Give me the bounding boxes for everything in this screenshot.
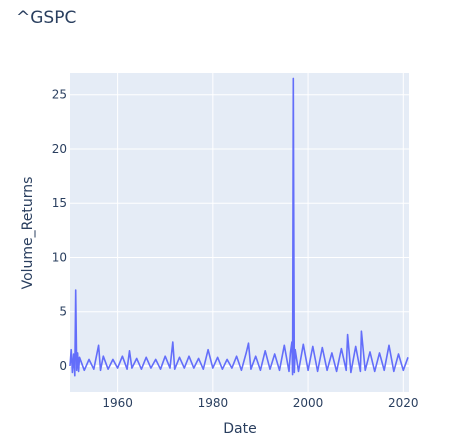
x-tick-label: 2000 [293, 396, 324, 410]
plot-layer: 1960 1980 2000 2020 0 5 10 15 20 25 [52, 73, 419, 410]
y-tick-label: 0 [59, 359, 67, 373]
x-tick-label: 1960 [102, 396, 133, 410]
x-axis-title: Date [223, 421, 256, 437]
y-tick-label: 5 [59, 305, 67, 319]
y-tick-label: 20 [52, 142, 67, 156]
y-tick-label: 25 [52, 88, 67, 102]
plot-background [70, 73, 409, 392]
chart-title: ^GSPC [16, 8, 76, 28]
x-tick-label: 2020 [388, 396, 419, 410]
y-axis-title: Volume_Returns [20, 177, 36, 290]
x-tick-label: 1980 [198, 396, 229, 410]
y-tick-label: 15 [52, 196, 67, 210]
y-tick-label: 10 [52, 250, 67, 264]
series-line [69, 77, 409, 377]
